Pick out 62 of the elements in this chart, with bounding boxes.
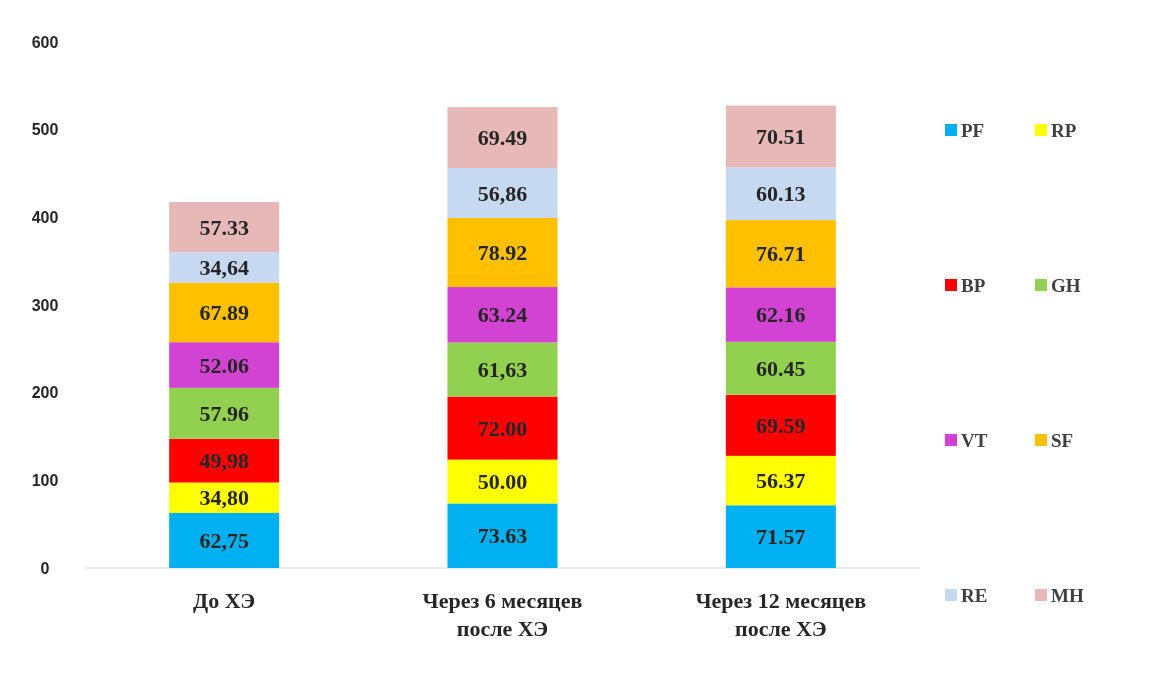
legend-label: SF: [1051, 429, 1074, 451]
legend-label: GH: [1051, 274, 1081, 296]
bar: [725, 505, 836, 568]
data-label: 71.57: [756, 524, 806, 550]
data-label: 34,64: [199, 255, 249, 281]
bar: [447, 168, 558, 218]
data-label: 73.63: [477, 523, 528, 549]
data-label: 50.00: [477, 469, 528, 495]
data-label: 62,75: [199, 528, 249, 554]
data-label: 63.24: [477, 302, 528, 328]
data-label: 56,86: [477, 180, 528, 206]
data-label: 60.13: [756, 181, 806, 207]
bar: [447, 217, 558, 288]
legend-label: BP: [961, 274, 986, 296]
y-tick-label: 600: [31, 33, 59, 51]
bar: [725, 167, 836, 221]
legend-label: RE: [961, 584, 988, 606]
bar: [725, 105, 836, 168]
data-label: 72.00: [477, 415, 528, 441]
data-label: 57.96: [199, 400, 249, 426]
data-label: 61,63: [477, 357, 528, 383]
bar: [447, 396, 558, 460]
y-tick-label: 500: [31, 121, 59, 139]
data-label: 78.92: [477, 240, 528, 266]
bar: [169, 202, 280, 253]
data-label: 34,80: [199, 485, 249, 511]
x-tick-label: Через 6 месяцев после ХЭ: [422, 588, 583, 641]
bar: [725, 394, 836, 456]
y-tick-label: 200: [31, 384, 59, 402]
x-tick-label: Через 12 месяцев после ХЭ: [695, 588, 867, 641]
bar: [725, 455, 836, 506]
data-label: 69.59: [756, 413, 806, 439]
legend-label: VT: [961, 429, 988, 451]
y-tick-label: 0: [40, 559, 50, 577]
bar: [169, 512, 280, 568]
data-label: 69.49: [477, 125, 528, 151]
bar: [447, 342, 558, 397]
data-label: 62.16: [756, 302, 806, 328]
data-label: 67.89: [199, 300, 249, 326]
bar: [447, 503, 558, 568]
x-tick-label: До ХЭ: [193, 588, 256, 613]
bar: [447, 107, 558, 168]
bar: [725, 287, 836, 342]
legend-label: RP: [1051, 119, 1077, 141]
data-label: 56.37: [756, 468, 806, 494]
data-label: 60.45: [756, 356, 806, 382]
y-tick-label: 300: [31, 296, 59, 314]
legend-label: PF: [961, 119, 985, 141]
data-label: 52.06: [199, 352, 249, 378]
bar: [169, 282, 280, 343]
y-tick-label: 400: [31, 208, 59, 226]
bar: [169, 387, 280, 439]
data-label: 70.51: [756, 124, 806, 150]
bar: [725, 341, 836, 395]
bar: [169, 342, 280, 388]
bar: [447, 287, 558, 343]
data-label: 57.33: [199, 214, 249, 240]
y-tick-label: 100: [31, 471, 59, 489]
data-label: 76.71: [756, 241, 806, 267]
data-label: 49,98: [199, 448, 249, 474]
bar: [725, 220, 836, 288]
legend-label: MH: [1051, 584, 1084, 606]
